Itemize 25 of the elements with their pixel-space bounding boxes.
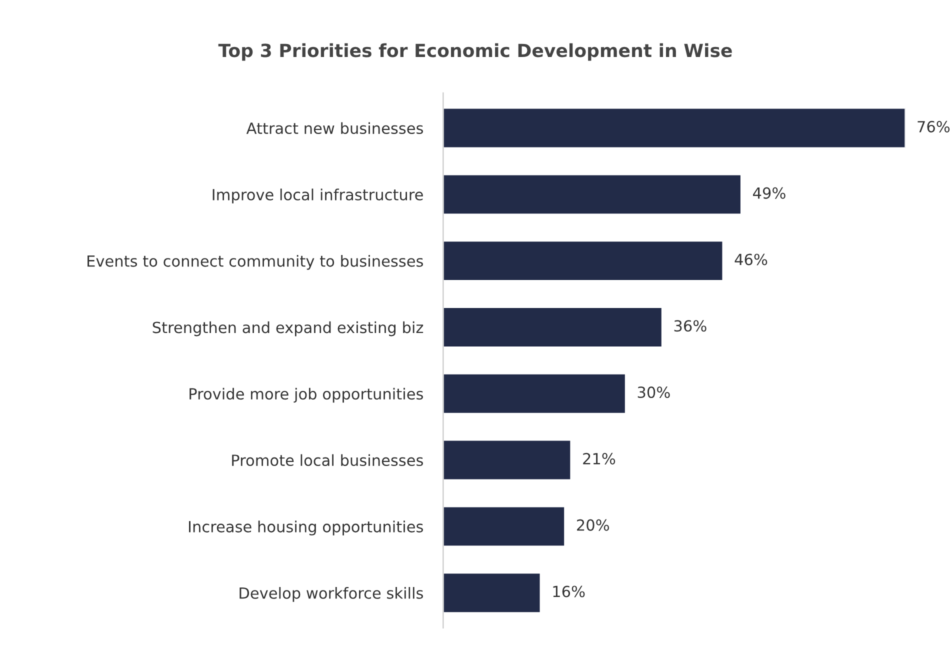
data-label: 20% <box>577 519 610 531</box>
bar <box>443 174 742 216</box>
data-label: 36% <box>674 320 706 332</box>
bar <box>443 306 663 348</box>
data-label: 21% <box>583 452 616 464</box>
bar <box>443 506 566 548</box>
data-label: 16% <box>553 586 585 598</box>
bar <box>443 373 626 414</box>
y-tick-label: Provide more job opportunities <box>190 388 423 403</box>
data-label: 46% <box>734 254 768 266</box>
bar <box>443 439 572 481</box>
y-tick-label: Improve local infrastructure <box>212 188 423 204</box>
data-label: 76% <box>918 120 950 132</box>
y-tick-label: Promote local businesses <box>232 454 423 466</box>
y-tick-label: Develop workforce skills <box>240 587 423 602</box>
chart-title: Top 3 Priorities for Economic Development in Wise <box>218 43 732 61</box>
data-label: 49% <box>753 187 786 199</box>
data-label: 30% <box>638 386 670 398</box>
y-tick-label: Events to connect community to businesses <box>88 255 423 270</box>
y-tick-label: Strengthen and expand existing biz <box>152 321 424 336</box>
bar <box>443 240 724 282</box>
y-tick-label: Increase housing opportunities <box>189 520 423 536</box>
bar <box>443 107 906 149</box>
y-tick-label: Attract new businesses <box>246 122 423 134</box>
bar <box>443 572 542 614</box>
